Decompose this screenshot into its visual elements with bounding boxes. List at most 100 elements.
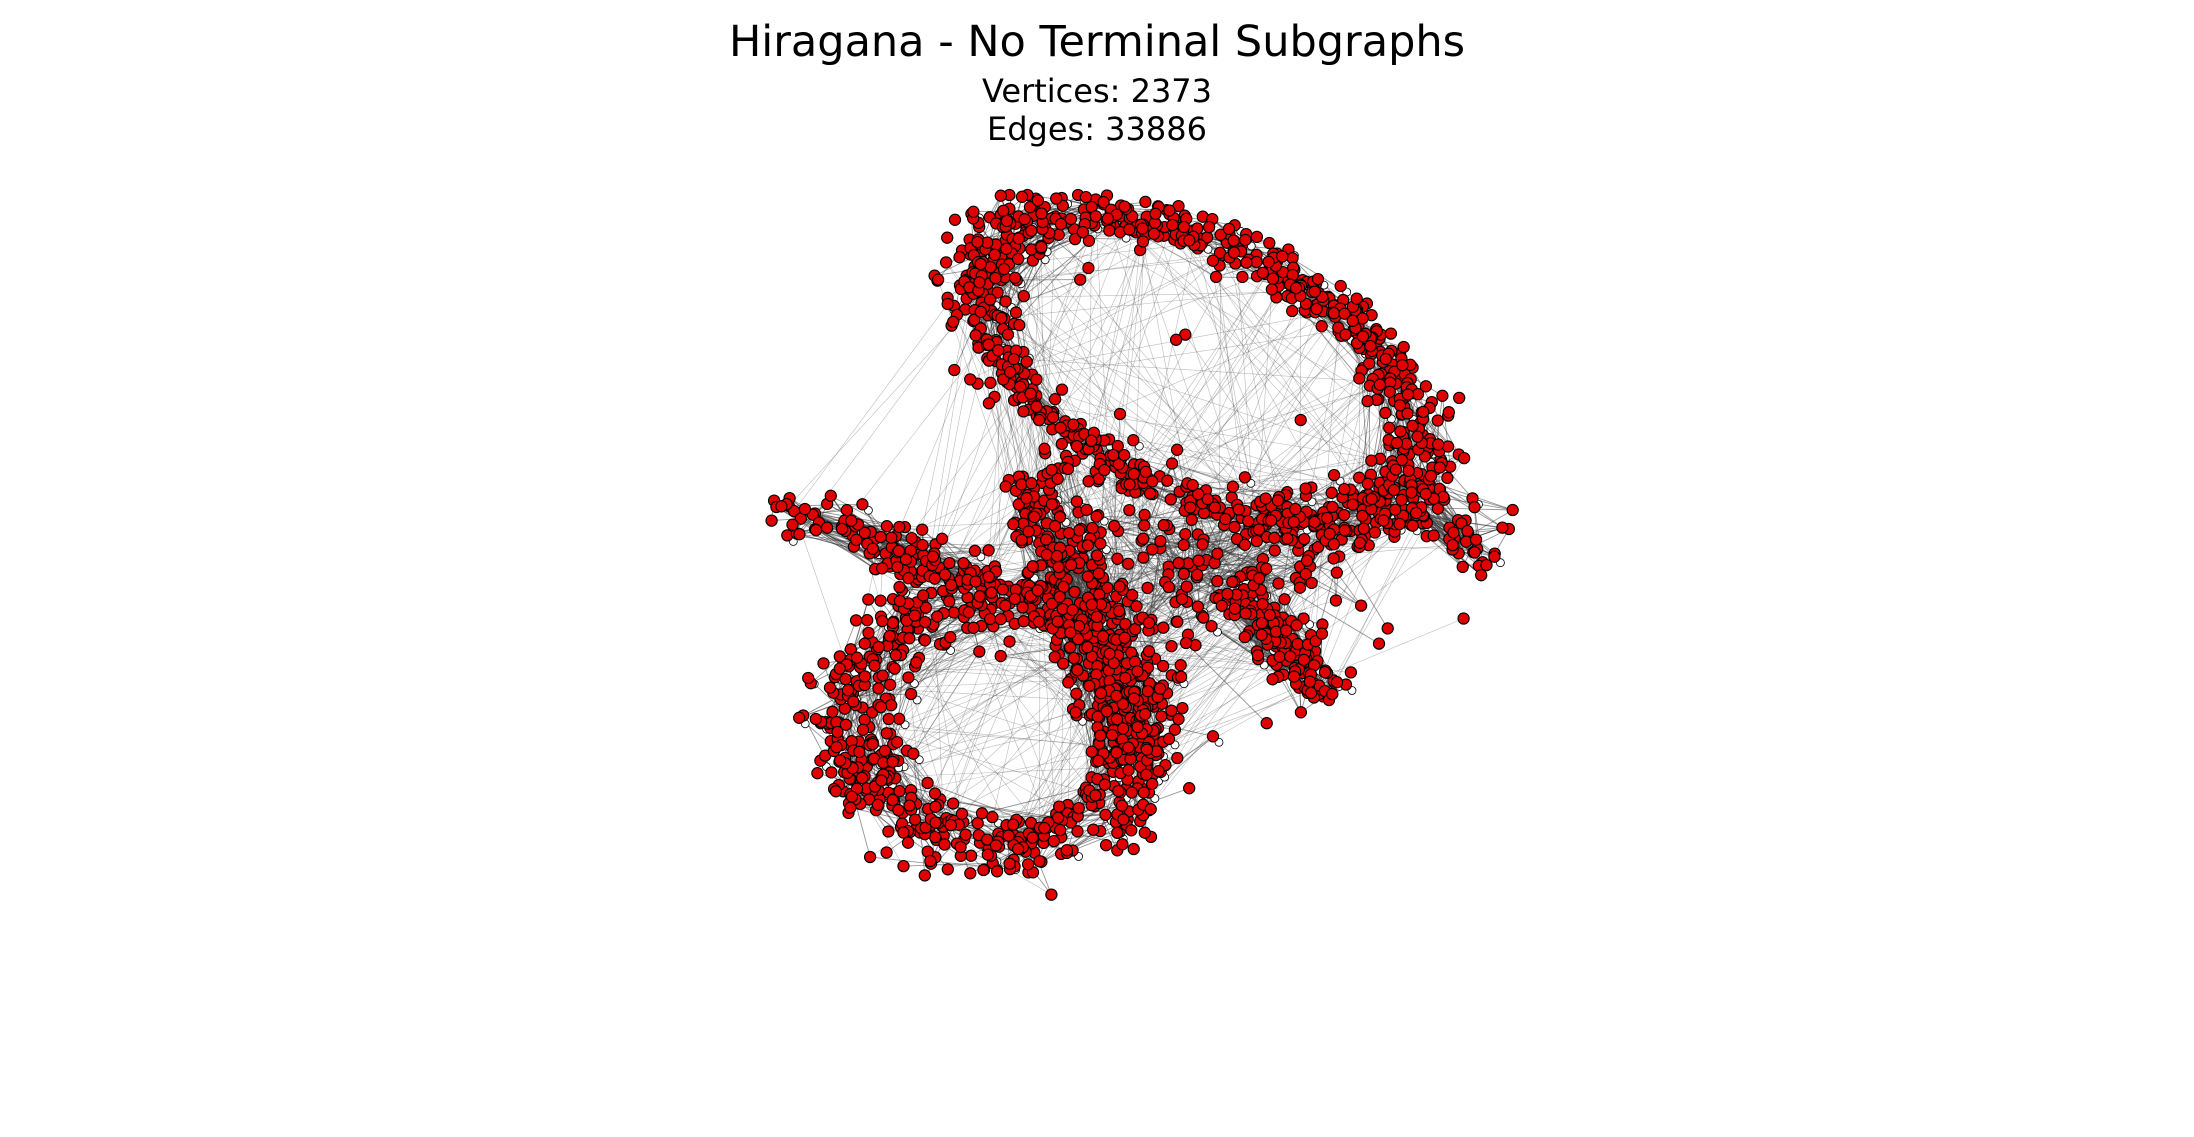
graph-edge: [1196, 538, 1288, 578]
graph-vertex: [1401, 388, 1415, 401]
graph-edge: [1202, 543, 1246, 576]
graph-edge: [1008, 358, 1391, 383]
graph-edge: [1176, 227, 1347, 532]
graph-vertex: [1308, 285, 1321, 298]
graph-edge: [1185, 642, 1268, 724]
graph-vertex: [1101, 212, 1114, 225]
graph-vertex: [1161, 474, 1174, 487]
graph-edge: [885, 651, 980, 700]
graph-vertex: [1346, 498, 1359, 511]
graph-vertex: [947, 315, 960, 329]
graph-vertex: [1118, 448, 1131, 462]
graph-vertex: [1004, 365, 1017, 379]
graph-vertex: [997, 204, 1010, 217]
graph-edge: [1035, 198, 1242, 518]
graph-vertex: [1395, 453, 1409, 467]
graph-edge: [876, 644, 944, 661]
graph-edge: [893, 643, 1045, 832]
graph-edge: [841, 199, 1096, 527]
graph-vertex: [1174, 670, 1188, 683]
graph-edge: [1021, 208, 1127, 382]
graph-vertex: [1365, 454, 1378, 467]
graph-edge: [908, 620, 1024, 678]
vertex-layer: [765, 188, 1519, 901]
graph-vertex: [1013, 318, 1026, 332]
graph-vertex: [1339, 328, 1352, 341]
graph-vertex: [1139, 465, 1152, 479]
graph-vertex: [1055, 383, 1069, 396]
graph-vertex: [1035, 207, 1048, 220]
graph-vertex: [1007, 352, 1020, 366]
vertices-count-label: Vertices: 2373: [981, 72, 1213, 110]
graph-vertex: [1127, 467, 1140, 481]
graph-edge: [1169, 518, 1226, 530]
graph-vertex: [1146, 475, 1159, 488]
graph-vertex: [1240, 256, 1253, 269]
graph-edge: [1441, 395, 1451, 467]
graph-vertex: [1364, 339, 1377, 353]
graph-edge: [1175, 538, 1288, 603]
graph-edge: [1033, 404, 1393, 462]
graph-vertex: [1103, 224, 1116, 237]
graph-edge: [1171, 463, 1279, 501]
graph-vertex: [1011, 252, 1025, 266]
graph-vertex: [1390, 436, 1404, 450]
graph-vertex: [1453, 391, 1466, 405]
graph-vertex: [1166, 218, 1179, 232]
graph-vertex: [1268, 531, 1281, 545]
graph-edge: [1053, 255, 1221, 413]
graph-vertex: [918, 869, 931, 882]
graph-vertex: [1214, 228, 1227, 241]
graph-edge: [1148, 598, 1220, 652]
graph-vertex: [1030, 400, 1043, 413]
graph-vertex: [1097, 196, 1110, 209]
graph-vertex: [1107, 448, 1120, 462]
graph-vertex: [1353, 372, 1366, 385]
graph-vertex: [1298, 532, 1311, 546]
graph-edge: [1114, 383, 1397, 461]
graph-edge: [1163, 235, 1390, 429]
graph-edge: [1183, 361, 1384, 575]
graph-vertex: [941, 863, 954, 876]
graph-edge: [897, 384, 1024, 553]
graph-vertex: [991, 286, 1004, 299]
graph-vertex: [1268, 544, 1281, 557]
graph-edge: [1119, 287, 1314, 587]
graph-vertex: [1089, 210, 1102, 223]
graph-edge: [869, 726, 1084, 793]
graph-edge: [1117, 530, 1184, 546]
graph-vertex: [1315, 320, 1328, 333]
graph-vertex: [1017, 405, 1030, 418]
graph-vertex: [1406, 419, 1419, 432]
graph-vertex: [1082, 261, 1095, 275]
graph-vertex: [1393, 399, 1407, 412]
graph-vertex: [1023, 201, 1037, 214]
graph-edge: [1168, 566, 1220, 600]
graph-vertex: [1020, 355, 1033, 368]
graph-vertex: [1118, 200, 1131, 213]
graph-vertex: [974, 305, 987, 319]
graph-edge: [1070, 233, 1247, 564]
graph-vertex: [1363, 357, 1376, 370]
graph-edge: [864, 676, 1102, 751]
graph-edge: [1016, 279, 1081, 281]
graph-vertex: [1276, 250, 1289, 263]
graph-vertex: [1417, 405, 1430, 419]
edges-count-label: Edges: 33886: [987, 110, 1207, 148]
graph-vertex: [1311, 272, 1325, 286]
graph-vertex: [1024, 387, 1037, 400]
graph-edge: [1031, 249, 1286, 540]
graph-vertex: [880, 846, 893, 859]
graph-vertex: [1163, 204, 1176, 217]
graph-edge: [989, 292, 1248, 573]
graph-vertex: [1236, 270, 1249, 284]
graph-edge: [1001, 364, 1232, 498]
graph-edge: [1128, 520, 1272, 756]
graph-edge: [878, 625, 982, 706]
graph-vertex: [1038, 442, 1051, 455]
graph-vertex: [969, 329, 982, 342]
graph-edge: [1145, 242, 1195, 472]
graph-vertex: [1368, 526, 1382, 539]
graph-vertex: [1373, 378, 1387, 391]
